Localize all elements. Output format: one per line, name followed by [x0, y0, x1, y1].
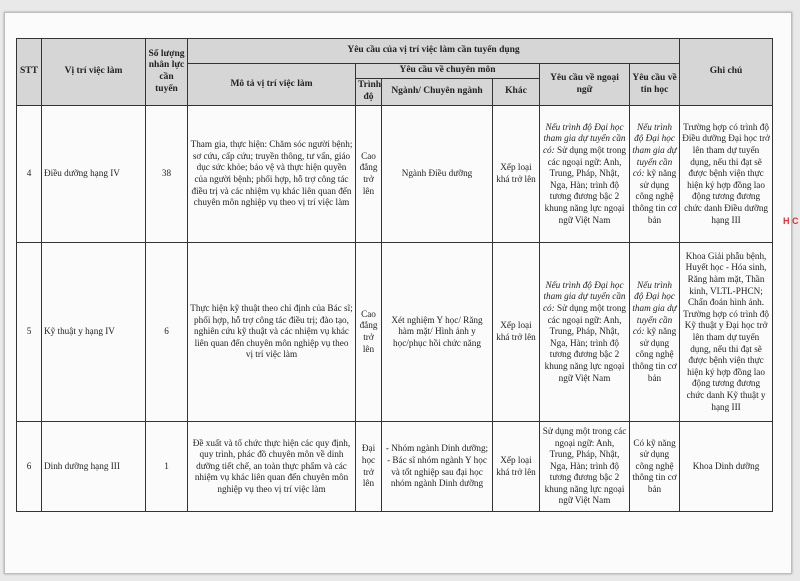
language-text: Sử dụng một trong các ngoại ngữ: Anh, Tr… — [544, 303, 627, 383]
cell-quantity: 1 — [145, 421, 188, 512]
language-text: Sử dụng một trong các ngoại ngữ: Anh, Tr… — [544, 145, 627, 225]
header-stt: STT — [16, 38, 42, 106]
cell-other: Xếp loại khá trở lên — [492, 105, 540, 243]
it-text: kỹ năng sử dụng công nghệ thông tin cơ b… — [632, 168, 677, 225]
cell-major: Ngành Điều dưỡng — [381, 105, 493, 243]
cell-it: Nếu trình độ Đại học tham gia dự tuyển c… — [628, 242, 681, 422]
cell-note: Trường hợp có trình độ Điều dưỡng Đại họ… — [679, 105, 774, 243]
cell-level: Đại học trở lên — [355, 421, 382, 512]
header-note: Ghi chú — [679, 38, 774, 106]
cell-position: Điều dưỡng hạng IV — [41, 105, 146, 243]
cell-level: Cao đẳng trở lên — [355, 105, 382, 243]
cell-it: Nếu trình độ Đại học tham gia dự tuyển c… — [628, 105, 681, 243]
it-condition: Nếu trình độ Đại học tham gia dự tuyển c… — [632, 121, 677, 179]
cell-description: Đề xuất và tổ chức thực hiện các quy địn… — [187, 421, 356, 512]
cell-level: Cao đẳng trở lên — [355, 242, 382, 422]
language-condition: Nếu trình độ Đại học tham gia dự tuyển c… — [542, 121, 626, 156]
table-row: 5 Kỹ thuật y hạng IV 6 Thực hiện kỹ thuậ… — [16, 242, 774, 422]
header-major: Ngành/ Chuyên ngành — [381, 78, 493, 106]
cell-stt: 5 — [16, 242, 42, 422]
cell-position: Kỹ thuật y hạng IV — [41, 242, 146, 422]
it-text: kỹ năng sử dụng công nghệ thông tin cơ b… — [632, 326, 677, 383]
cell-language: Sử dụng một trong các ngoại ngữ: Anh, Tr… — [539, 421, 630, 512]
recruitment-table: STT Vị trí việc làm Số lượng nhân lực cầ… — [16, 38, 774, 512]
cell-other: Xếp loại khá trở lên — [492, 242, 540, 422]
table-row: 6 Dinh dưỡng hạng III 1 Đề xuất và tổ ch… — [16, 421, 774, 512]
cell-language: Nếu trình độ Đại học tham gia dự tuyển c… — [539, 105, 630, 243]
header-description: Mô tả vị trí việc làm — [187, 63, 356, 106]
cell-description: Thực hiện kỹ thuật theo chỉ định của Bác… — [187, 242, 356, 422]
cell-major: Xét nghiệm Y học/ Răng hàm mặt/ Hình ảnh… — [381, 242, 493, 422]
header-it: Yêu cầu về tin học — [628, 63, 681, 106]
header-language: Yêu cầu về ngoại ngữ — [539, 63, 630, 106]
cell-stt: 6 — [16, 421, 42, 512]
cell-quantity: 6 — [145, 242, 188, 422]
cell-language: Nếu trình độ Đại học tham gia dự tuyển c… — [539, 242, 630, 422]
header-quantity: Số lượng nhân lực cần tuyển — [145, 38, 188, 106]
document-page: STT Vị trí việc làm Số lượng nhân lực cầ… — [4, 12, 792, 574]
it-condition: Nếu trình độ Đại học tham gia dự tuyển c… — [632, 279, 677, 337]
header-requirements: Yêu cầu của vị trí việc làm cần tuyển dụ… — [186, 38, 681, 64]
language-condition: Nếu trình độ Đại học tham gia dự tuyển c… — [542, 279, 626, 314]
table-row: 4 Điều dưỡng hạng IV 38 Tham gia, thực h… — [16, 105, 774, 243]
cell-position: Dinh dưỡng hạng III — [41, 421, 146, 512]
cell-note: Khoa Dinh dưỡng — [679, 421, 774, 512]
cell-description: Tham gia, thực hiện: Chăm sóc người bệnh… — [187, 105, 356, 243]
cell-it: Có kỹ năng sử dụng công nghệ thông tin c… — [628, 421, 681, 512]
header-professional: Yêu cầu về chuyên môn — [355, 63, 540, 79]
header-other: Khác — [492, 78, 540, 106]
header-level: Trình độ — [355, 78, 382, 106]
cell-quantity: 38 — [145, 105, 188, 243]
cell-note: Khoa Giải phẫu bệnh, Huyết học - Hóa sin… — [679, 242, 774, 422]
cell-major: - Nhóm ngành Dinh dưỡng; - Bác sĩ nhóm n… — [381, 421, 493, 512]
red-stamp-fragment: H C — [783, 216, 799, 226]
cell-other: Xếp loại khá trở lên — [492, 421, 540, 512]
header-position: Vị trí việc làm — [41, 38, 146, 106]
cell-stt: 4 — [16, 105, 42, 243]
